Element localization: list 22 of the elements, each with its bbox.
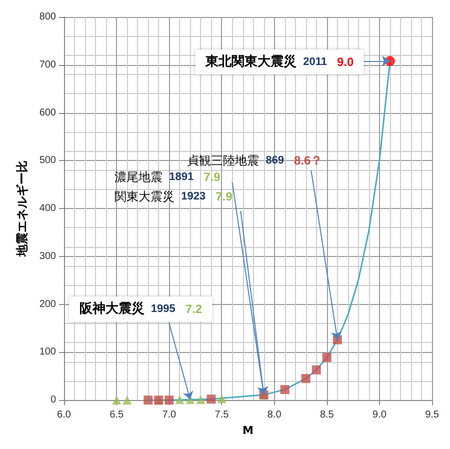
y-tick-label: 700 (39, 59, 56, 70)
x-tick-label: 7.5 (214, 410, 230, 421)
y-tick-label: 800 (39, 12, 56, 22)
annotation: 東北関東大震災 2011 9.0 (204, 54, 354, 70)
x-tick-label: 9.5 (425, 410, 440, 421)
y-tick-label: 0 (50, 394, 56, 406)
y-axis-title: 地震エネルギー比 (15, 160, 29, 258)
x-tick-label: 6.5 (110, 410, 124, 421)
y-tick-label: 200 (39, 298, 56, 310)
x-tick-label: 7.0 (162, 410, 177, 421)
x-tick-label: 8.5 (320, 410, 334, 421)
y-tick-label: 300 (39, 250, 56, 262)
y-tick-label: 400 (39, 203, 56, 214)
x-tick-label: 9.0 (372, 410, 387, 421)
x-tick-label: 6.0 (57, 410, 72, 421)
y-tick-label: 600 (39, 107, 56, 118)
annotation: 濃尾地震 1891 7.9 (114, 170, 221, 184)
annotation: 阪神大震災 1995 7.2 (79, 300, 202, 317)
x-axis-title: M (242, 424, 254, 437)
y-tick-label: 100 (39, 346, 56, 358)
y-tick-label: 500 (39, 155, 56, 166)
x-tick-label: 8.0 (267, 410, 282, 421)
